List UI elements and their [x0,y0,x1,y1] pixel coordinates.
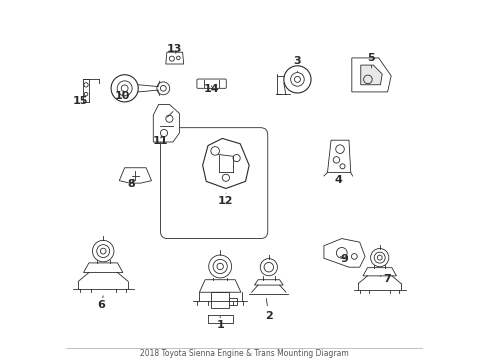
PathPatch shape [153,104,179,142]
Text: 15: 15 [72,96,87,106]
Text: 11: 11 [152,136,168,146]
Text: 4: 4 [334,172,342,185]
PathPatch shape [119,168,151,183]
PathPatch shape [254,280,283,285]
Text: 13: 13 [167,44,182,54]
Bar [211,292,229,308]
Text: 12: 12 [218,193,233,206]
Text: 5: 5 [367,53,374,68]
PathPatch shape [202,138,249,189]
Text: 10: 10 [114,91,130,101]
PathPatch shape [83,263,122,273]
PathPatch shape [323,239,365,267]
PathPatch shape [362,267,396,276]
Text: 1: 1 [216,316,224,330]
Text: 3: 3 [293,56,301,72]
PathPatch shape [229,298,237,305]
Text: 6: 6 [97,296,104,310]
Text: 8: 8 [127,179,135,189]
Text: 14: 14 [203,84,219,94]
Text: 7: 7 [380,274,391,284]
PathPatch shape [360,65,382,85]
PathPatch shape [165,52,183,64]
Text: 2018 Toyota Sienna Engine & Trans Mounting Diagram: 2018 Toyota Sienna Engine & Trans Mounti… [140,349,348,358]
Text: 9: 9 [340,254,348,264]
Text: 2: 2 [264,298,272,321]
PathPatch shape [199,280,241,292]
PathPatch shape [327,140,350,172]
PathPatch shape [351,58,390,92]
